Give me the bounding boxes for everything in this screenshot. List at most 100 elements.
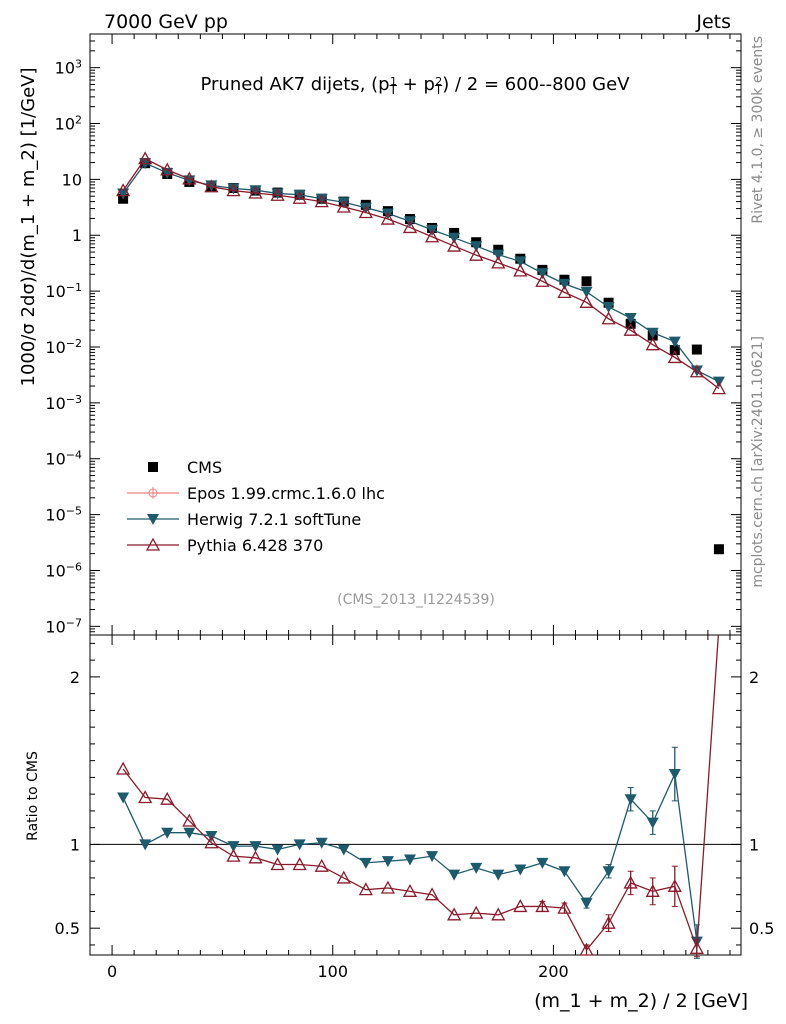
legend-label: Herwig 7.2.1 softTune	[187, 510, 361, 529]
herwig-point	[205, 180, 218, 192]
herwig-point	[492, 249, 505, 261]
herwig-ratio-point	[271, 844, 284, 856]
side-label-top: Rivet 4.1.0, ≥ 300k events	[750, 36, 766, 224]
herwig-ratio-point	[668, 769, 681, 781]
herwig-point	[271, 188, 284, 200]
x-tick-label: 200	[538, 962, 569, 981]
ratio-y-tick-label: 1	[70, 835, 80, 854]
pythia-ratio-point	[226, 848, 241, 862]
main-y-axis-label: 1000/σ 2dσ)/d(m_1 + m_2) [1/GeV]	[18, 68, 39, 387]
main-y-tick-label: 1	[72, 226, 82, 245]
pythia-ratio-point	[491, 907, 506, 921]
pythia-ratio-point	[116, 761, 131, 775]
legend-label: Pythia 6.428 370	[187, 536, 323, 555]
pythia-ratio-point	[667, 878, 682, 892]
pythia-point	[447, 238, 462, 252]
ratio-y-tick-label-right: 1	[749, 835, 759, 854]
data-point	[581, 276, 592, 287]
ratio-y-axis-label: Ratio to CMS	[25, 751, 41, 841]
pythia-ratio-point	[380, 880, 396, 894]
pythia-line	[122, 157, 720, 390]
pythia-point	[138, 151, 153, 165]
pythia-ratio-point	[557, 900, 572, 914]
herwig-point	[359, 202, 372, 214]
pythia-point	[358, 205, 373, 219]
herwig-ratio-point	[359, 857, 372, 869]
main-y-tick-label: 10−3	[45, 392, 82, 413]
herwig-point	[315, 193, 328, 205]
pythia-ratio-point	[424, 887, 440, 901]
pythia-point	[380, 211, 396, 225]
pythia-ratio-line	[122, 635, 720, 952]
legend-label: Epos 1.99.crmc.1.6.0 lhc	[187, 484, 385, 503]
herwig-ratio-point	[558, 866, 571, 878]
pythia-ratio-point	[358, 882, 373, 896]
pythia-ratio-point	[336, 870, 351, 884]
pythia-point	[116, 183, 131, 197]
pythia-point	[336, 199, 351, 213]
pythia-ratio-point	[160, 791, 175, 805]
herwig-ratio-point	[161, 827, 174, 839]
herwig-point	[448, 232, 461, 244]
herwig-ratio-point	[183, 827, 196, 839]
main-y-tick-label: 10−7	[45, 616, 82, 637]
herwig-point	[514, 256, 527, 268]
pythia-ratio-point	[623, 875, 638, 889]
herwig-ratio-point	[381, 856, 394, 868]
pythia-ratio-point	[689, 940, 704, 954]
herwig-ratio-point	[536, 857, 549, 869]
data-point	[691, 344, 702, 355]
main-y-tick-label: 10	[62, 170, 82, 189]
chart-title: Pruned AK7 dijets, (pT1 + pT2) / 2 = 600…	[200, 74, 630, 97]
herwig-point	[580, 286, 593, 298]
herwig-ratio-point	[249, 841, 262, 853]
pythia-point	[579, 294, 594, 308]
pythia-point	[689, 364, 704, 378]
title-prefix: Pruned AK7 dijets, (p	[200, 74, 389, 95]
pythia-ratio-point	[182, 813, 197, 827]
herwig-point	[668, 336, 681, 348]
pythia-ratio-point	[513, 899, 528, 913]
ratio-y-tick-label: 2	[70, 668, 80, 687]
data-point	[713, 544, 724, 555]
herwig-point	[558, 278, 571, 290]
pythia-point	[557, 285, 572, 299]
herwig-ratio-point	[580, 898, 593, 910]
pythia-ratio-point	[535, 899, 550, 913]
herwig-point	[536, 268, 549, 280]
pythia-ratio-point	[447, 907, 462, 921]
main-y-tick-label: 10−5	[45, 504, 82, 525]
header-left-label: 7000 GeV pp	[104, 11, 228, 33]
ratio-plot: 0 100 200 0.5 0.5 1 1 2 2	[55, 634, 774, 981]
herwig-point	[602, 301, 615, 313]
pythia-point	[535, 273, 550, 287]
herwig-point	[470, 241, 483, 253]
herwig-point	[624, 313, 637, 325]
pythia-point	[270, 187, 285, 201]
pythia-ratio-point	[314, 858, 329, 872]
pythia-point	[160, 162, 175, 176]
herwig-ratio-point	[492, 869, 505, 881]
pythia-point	[711, 381, 727, 395]
x-axis-label: (m_1 + m_2) / 2 [GeV]	[534, 990, 748, 1012]
ratio-y-tick-label-right: 0.5	[749, 919, 774, 938]
pythia-ratio-point	[402, 883, 418, 897]
herwig-point	[337, 197, 350, 209]
pythia-ratio-point	[248, 850, 263, 864]
main-y-tick-label: 10−6	[45, 560, 82, 581]
pythia-point	[204, 179, 219, 193]
herwig-ratio-point	[448, 869, 461, 881]
main-y-tick-label: 102	[55, 113, 82, 134]
main-y-tick-label: 10−1	[45, 281, 82, 302]
pythia-ratio-point	[469, 905, 484, 919]
header-right-label: Jets	[695, 11, 731, 33]
legend-marker	[145, 537, 161, 551]
herwig-ratio-point	[470, 862, 483, 874]
herwig-point	[249, 185, 262, 197]
herwig-ratio-point	[624, 794, 637, 806]
pythia-ratio-point	[645, 883, 660, 897]
herwig-ratio-point	[227, 841, 240, 853]
herwig-ratio-point	[602, 866, 615, 878]
herwig-line	[122, 162, 720, 383]
